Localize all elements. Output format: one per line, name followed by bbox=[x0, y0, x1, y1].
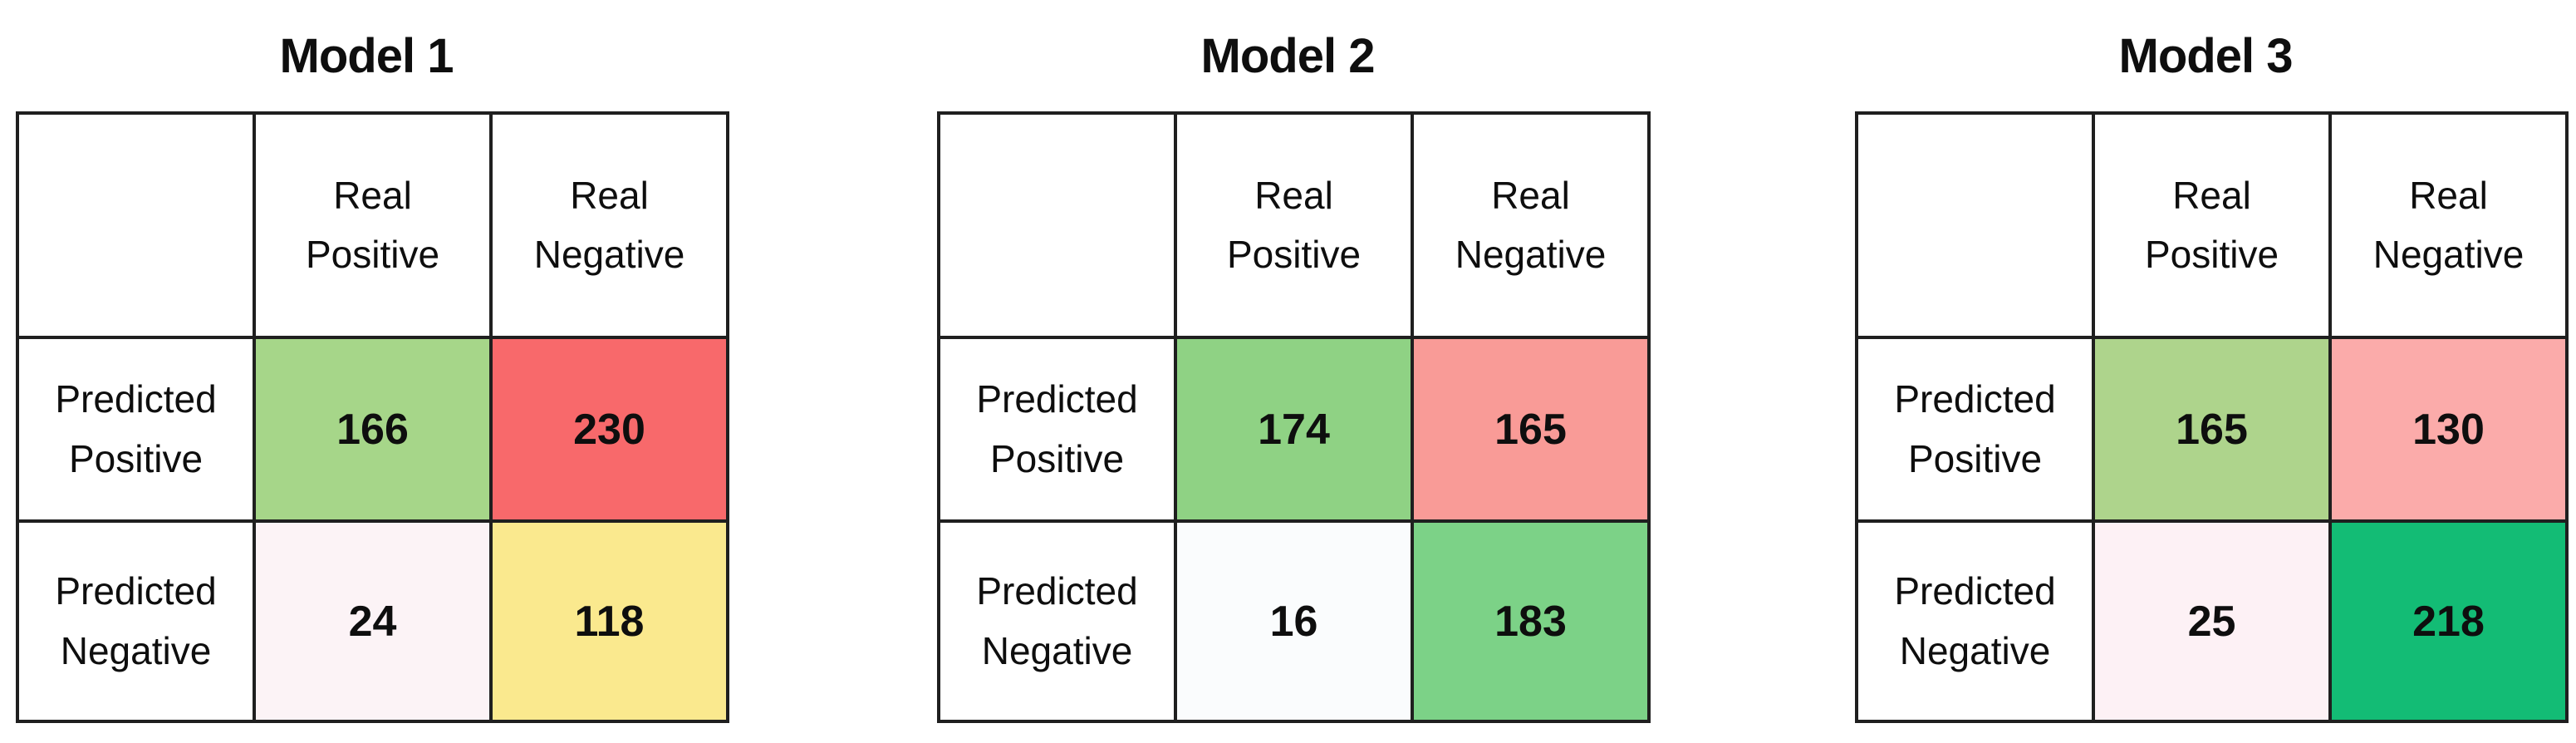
col-header-line: Positive bbox=[305, 233, 440, 276]
row-header-line: Negative bbox=[60, 628, 212, 672]
col-header-line: Real bbox=[2409, 173, 2488, 217]
col-header-line: Real bbox=[333, 173, 412, 217]
confusion-table-model-3: Real Positive Real Negative Predicted Po… bbox=[1855, 111, 2569, 723]
col-header-line: Positive bbox=[1226, 233, 1362, 276]
matrix-model-1: Model 1 Real Positive Real Negative Pred… bbox=[16, 0, 729, 723]
row-header-line: Predicted bbox=[55, 377, 217, 421]
col-header-real-positive: Real Positive bbox=[2092, 111, 2332, 339]
row-header-line: Positive bbox=[1907, 436, 2043, 480]
row-header-line: Positive bbox=[989, 436, 1125, 480]
cell-true-negative: 218 bbox=[2328, 519, 2569, 723]
row-header-predicted-negative: Predicted Negative bbox=[937, 519, 1177, 723]
col-header-real-positive: Real Positive bbox=[1174, 111, 1414, 339]
row-header-line: Negative bbox=[1899, 628, 2051, 672]
cell-false-negative: 25 bbox=[2092, 519, 2332, 723]
cell-false-negative: 24 bbox=[253, 519, 493, 723]
row-header-predicted-positive: Predicted Positive bbox=[1855, 336, 2095, 523]
empty-corner-cell bbox=[16, 111, 256, 339]
cell-true-positive: 174 bbox=[1174, 336, 1414, 523]
cell-false-positive: 230 bbox=[489, 336, 729, 523]
row-header-line: Predicted bbox=[976, 377, 1138, 421]
cell-true-positive: 166 bbox=[253, 336, 493, 523]
confusion-table-model-1: Real Positive Real Negative Predicted Po… bbox=[16, 111, 729, 723]
col-header-real-negative: Real Negative bbox=[489, 111, 729, 339]
col-header-line: Real bbox=[1254, 173, 1333, 217]
cell-true-negative: 183 bbox=[1411, 519, 1651, 723]
matrix-model-2: Model 2 Real Positive Real Negative Pred… bbox=[937, 0, 1651, 723]
col-header-line: Real bbox=[2172, 173, 2251, 217]
col-header-line: Negative bbox=[533, 233, 685, 276]
cell-false-positive: 130 bbox=[2328, 336, 2569, 523]
col-header-real-positive: Real Positive bbox=[253, 111, 493, 339]
col-header-line: Positive bbox=[2144, 233, 2279, 276]
row-header-predicted-negative: Predicted Negative bbox=[1855, 519, 2095, 723]
cell-false-negative: 16 bbox=[1174, 519, 1414, 723]
cell-false-positive: 165 bbox=[1411, 336, 1651, 523]
col-header-real-negative: Real Negative bbox=[1411, 111, 1651, 339]
row-header-predicted-positive: Predicted Positive bbox=[937, 336, 1177, 523]
matrix-model-3: Model 3 Real Positive Real Negative Pred… bbox=[1855, 0, 2569, 723]
matrix-title: Model 2 bbox=[1200, 28, 1376, 83]
confusion-table-model-2: Real Positive Real Negative Predicted Po… bbox=[937, 111, 1651, 723]
col-header-line: Negative bbox=[2372, 233, 2524, 276]
matrix-title: Model 3 bbox=[2118, 28, 2294, 83]
col-header-line: Real bbox=[1491, 173, 1570, 217]
row-header-line: Predicted bbox=[976, 569, 1138, 613]
row-header-line: Predicted bbox=[55, 569, 217, 613]
col-header-line: Negative bbox=[1455, 233, 1607, 276]
row-header-line: Positive bbox=[68, 436, 204, 480]
row-header-line: Predicted bbox=[1894, 569, 2056, 613]
matrix-title: Model 1 bbox=[279, 28, 454, 83]
row-header-predicted-negative: Predicted Negative bbox=[16, 519, 256, 723]
cell-true-negative: 118 bbox=[489, 519, 729, 723]
row-header-line: Negative bbox=[981, 628, 1133, 672]
cell-true-positive: 165 bbox=[2092, 336, 2332, 523]
empty-corner-cell bbox=[1855, 111, 2095, 339]
col-header-line: Real bbox=[570, 173, 649, 217]
empty-corner-cell bbox=[937, 111, 1177, 339]
row-header-line: Predicted bbox=[1894, 377, 2056, 421]
col-header-real-negative: Real Negative bbox=[2328, 111, 2569, 339]
row-header-predicted-positive: Predicted Positive bbox=[16, 336, 256, 523]
